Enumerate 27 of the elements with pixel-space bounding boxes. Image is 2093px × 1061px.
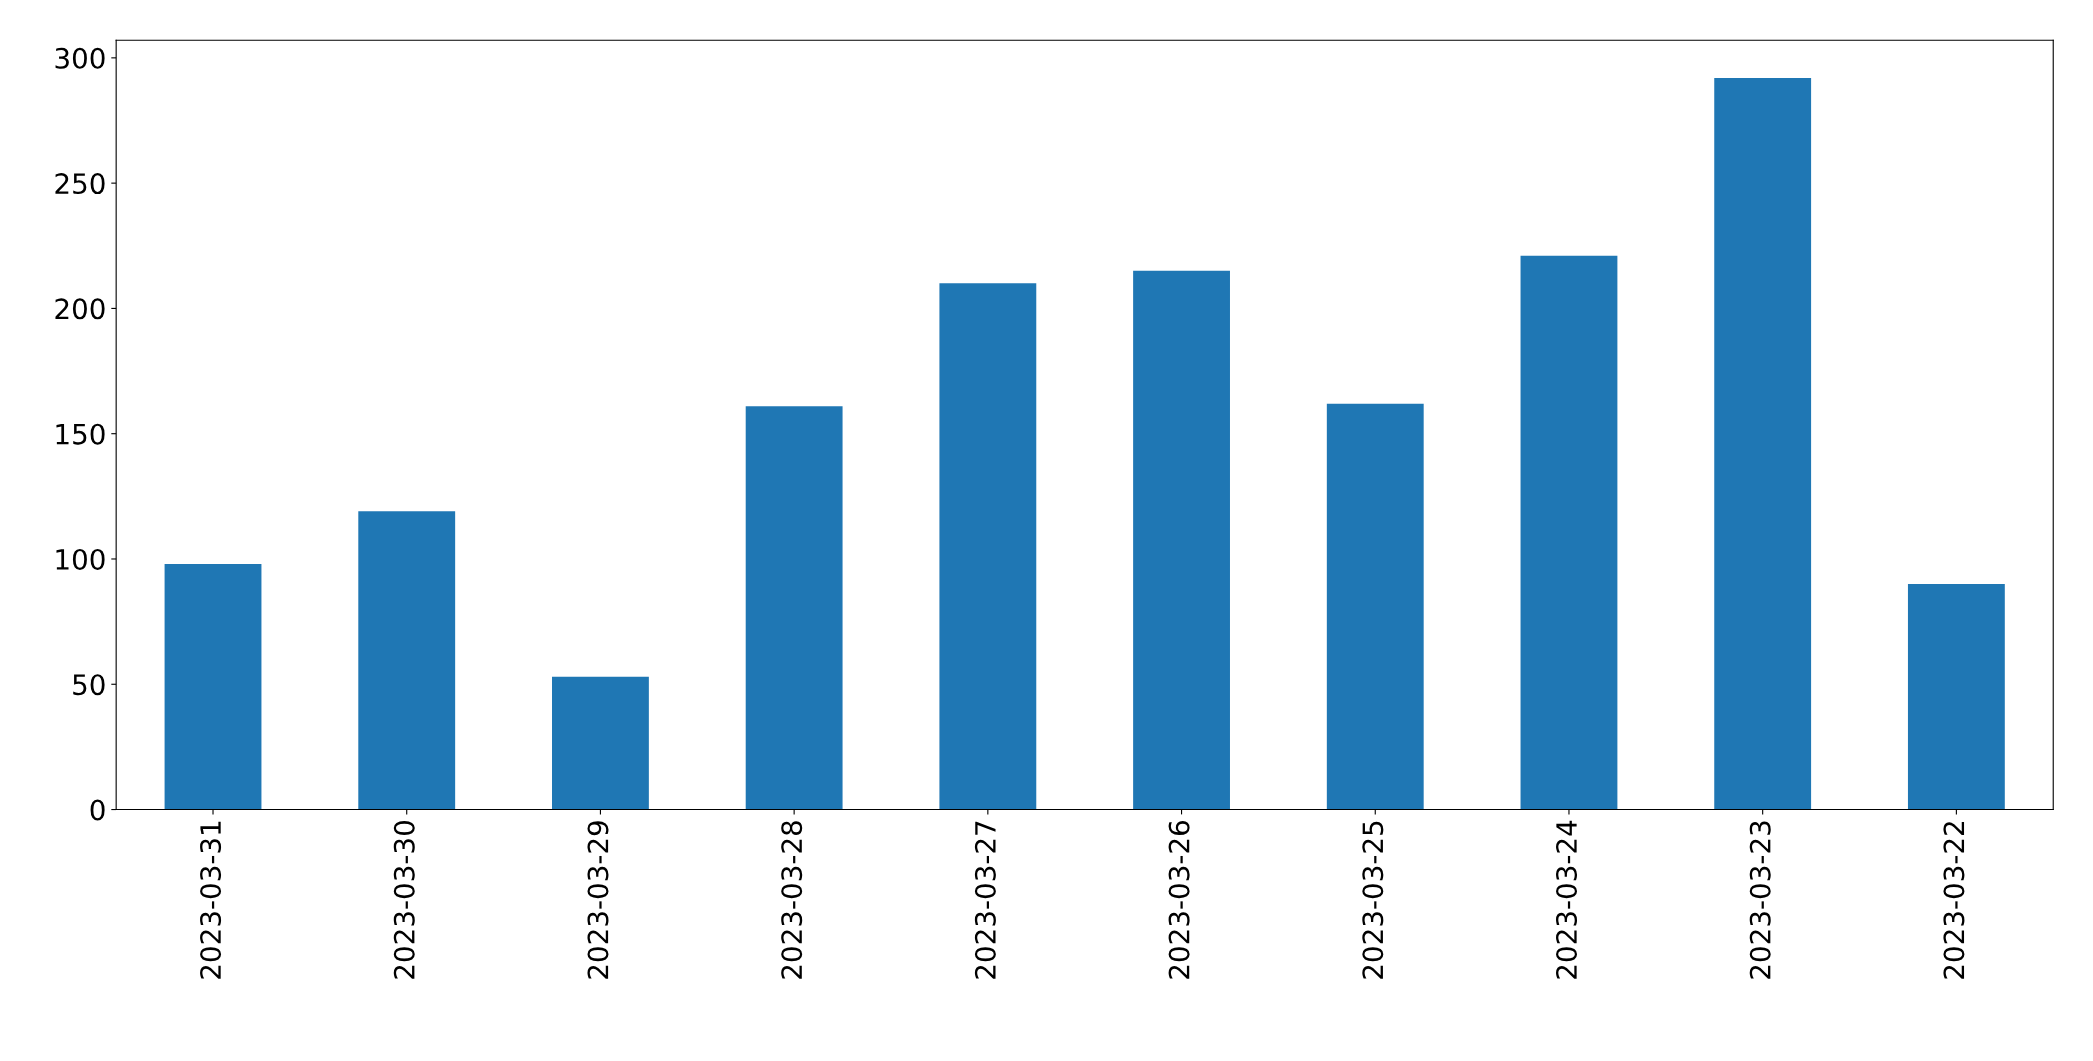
x-tick-label: 2023-03-31	[200, 821, 222, 979]
bar	[1907, 584, 2005, 810]
x-tick-label: 2023-03-23	[1749, 821, 1771, 979]
bar	[1326, 403, 1424, 810]
y-tick-label: 100	[56, 548, 105, 570]
bar	[1714, 77, 1812, 810]
x-tick-label: 2023-03-25	[1362, 821, 1384, 979]
y-tick-label: 200	[55, 298, 105, 320]
x-tick-label: 2023-03-28	[781, 821, 803, 979]
bar	[358, 511, 456, 810]
bar	[552, 676, 649, 810]
y-tick-label: 50	[73, 674, 105, 696]
bar	[1133, 270, 1230, 810]
bar	[164, 563, 262, 810]
x-tick-label: 2023-03-27	[974, 821, 996, 979]
x-tick-label: 2023-03-24	[1556, 820, 1578, 979]
bar	[939, 283, 1037, 810]
y-tick-label: 150	[56, 423, 105, 445]
y-tick-label: 250	[55, 173, 105, 195]
x-tick-label: 2023-03-30	[393, 821, 415, 979]
x-tick-label: 2023-03-22	[1943, 822, 1965, 979]
y-tick-label: 0	[90, 799, 105, 821]
bar	[1520, 255, 1618, 810]
x-tick-label: 2023-03-26	[1168, 821, 1190, 979]
bar	[745, 406, 843, 810]
y-tick-label: 300	[55, 47, 105, 69]
x-tick-label: 2023-03-29	[587, 821, 609, 979]
